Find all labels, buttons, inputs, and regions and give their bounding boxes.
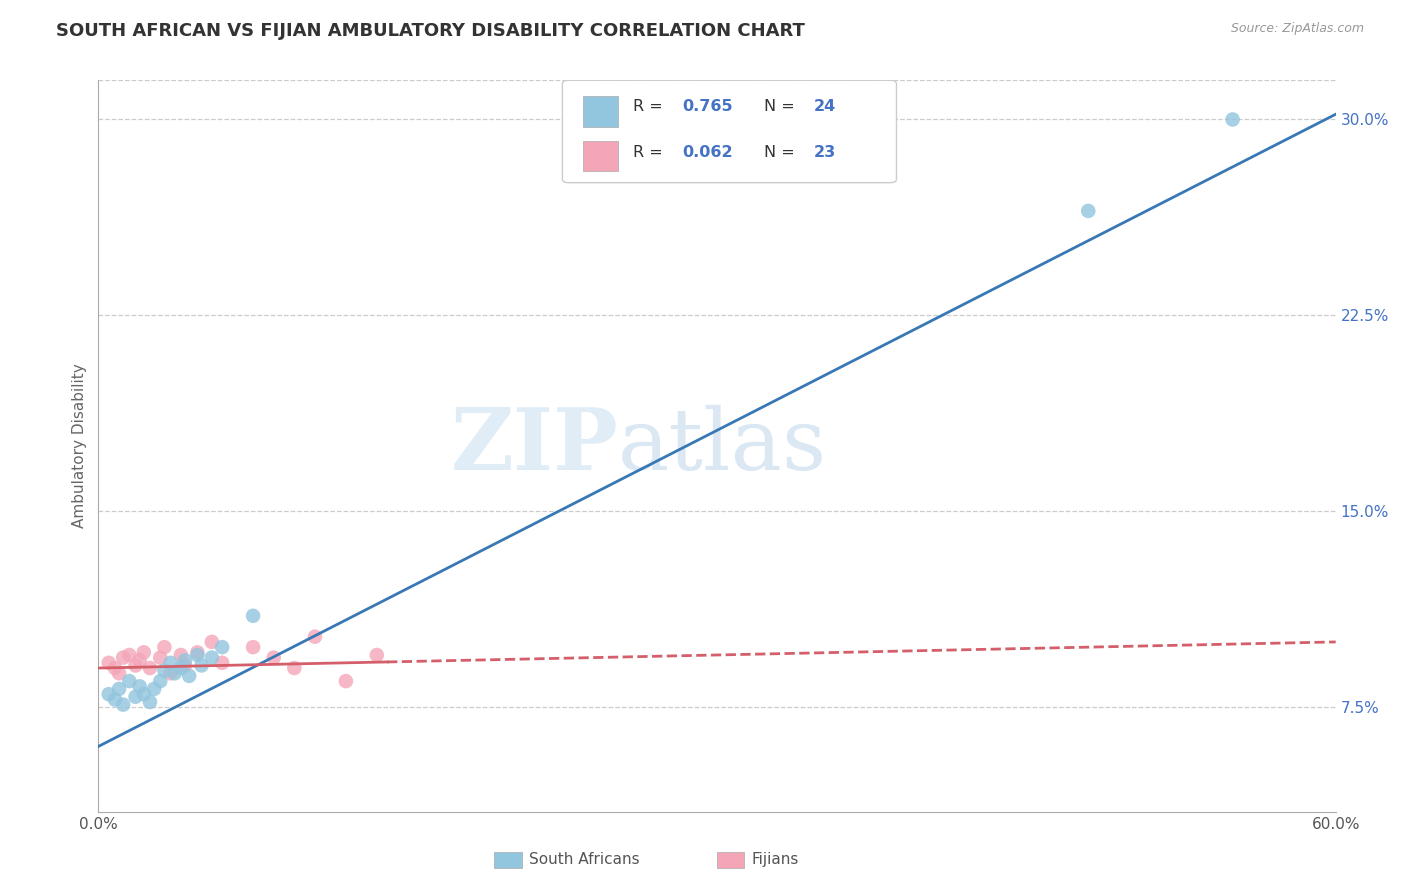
Text: 24: 24	[814, 99, 835, 114]
Text: Source: ZipAtlas.com: Source: ZipAtlas.com	[1230, 22, 1364, 36]
Point	[149, 650, 172, 665]
Point	[124, 658, 146, 673]
Point	[283, 661, 305, 675]
Point	[186, 648, 208, 662]
Point	[179, 669, 201, 683]
Point	[108, 681, 131, 696]
Point	[186, 645, 208, 659]
Point	[211, 656, 233, 670]
Text: N =: N =	[763, 99, 800, 114]
Point	[174, 658, 197, 673]
Point	[149, 674, 172, 689]
Point	[132, 687, 155, 701]
Bar	[583, 96, 619, 127]
Point	[1222, 112, 1244, 127]
Point	[159, 656, 181, 670]
Point	[112, 650, 135, 665]
Point	[128, 653, 150, 667]
Text: South Africans: South Africans	[529, 852, 640, 867]
Bar	[717, 852, 744, 868]
Point	[104, 661, 127, 675]
Point	[132, 645, 155, 659]
Point	[190, 658, 212, 673]
Text: atlas: atlas	[619, 404, 827, 488]
Bar	[495, 852, 522, 868]
Point	[139, 661, 162, 675]
Point	[163, 666, 186, 681]
Text: 0.765: 0.765	[682, 99, 733, 114]
Point	[97, 656, 120, 670]
Point	[242, 608, 264, 623]
Point	[201, 635, 224, 649]
Point	[108, 666, 131, 681]
Text: Fijians: Fijians	[752, 852, 799, 867]
Point	[170, 661, 193, 675]
Text: R =: R =	[633, 145, 668, 160]
Text: ZIP: ZIP	[450, 404, 619, 488]
Point	[366, 648, 388, 662]
FancyBboxPatch shape	[562, 80, 897, 183]
Point	[143, 681, 166, 696]
Point	[118, 674, 141, 689]
Point	[170, 648, 193, 662]
Point	[112, 698, 135, 712]
Text: SOUTH AFRICAN VS FIJIAN AMBULATORY DISABILITY CORRELATION CHART: SOUTH AFRICAN VS FIJIAN AMBULATORY DISAB…	[56, 22, 806, 40]
Point	[118, 648, 141, 662]
Point	[211, 640, 233, 655]
Point	[104, 692, 127, 706]
Text: 0.062: 0.062	[682, 145, 733, 160]
Point	[1077, 203, 1099, 218]
Point	[97, 687, 120, 701]
Text: N =: N =	[763, 145, 800, 160]
Point	[174, 653, 197, 667]
Text: R =: R =	[633, 99, 668, 114]
Point	[242, 640, 264, 655]
Text: 23: 23	[814, 145, 835, 160]
Point	[201, 650, 224, 665]
Point	[304, 630, 326, 644]
Y-axis label: Ambulatory Disability: Ambulatory Disability	[72, 364, 87, 528]
Point	[128, 679, 150, 693]
Point	[335, 674, 357, 689]
Point	[263, 650, 285, 665]
Point	[159, 666, 181, 681]
Point	[153, 640, 176, 655]
Point	[153, 664, 176, 678]
Bar	[583, 141, 619, 171]
Point	[124, 690, 146, 704]
Point	[139, 695, 162, 709]
